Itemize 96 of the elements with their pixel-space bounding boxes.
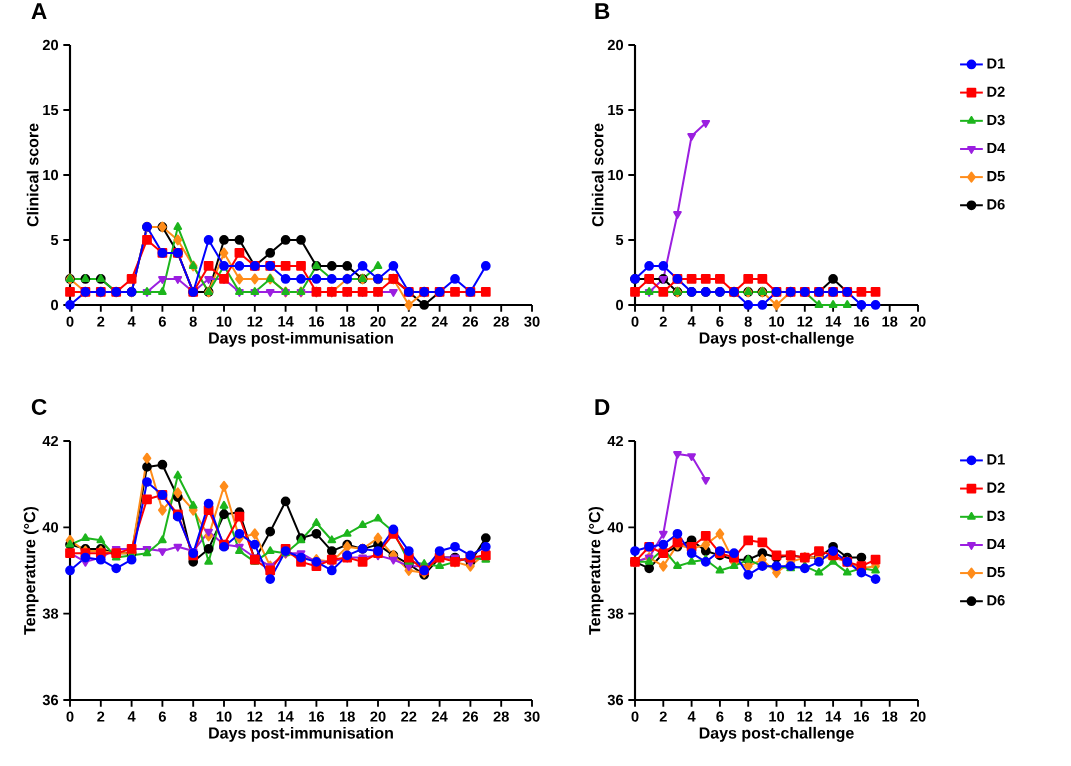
x-tick-label: 20 <box>370 316 386 327</box>
y-tick-label: 0 <box>51 299 59 311</box>
y-tick-label: 0 <box>616 299 624 311</box>
y-axis-title: Clinical score <box>26 123 39 227</box>
x-tick-label: 4 <box>687 711 696 722</box>
y-tick-label: 36 <box>42 694 59 706</box>
y-tick-label: 5 <box>615 234 624 246</box>
legend-label: D2 <box>987 86 1005 97</box>
x-tick-label: 8 <box>744 316 752 327</box>
x-axis-title: Days post-immunisation <box>209 331 393 347</box>
x-tick-label: 6 <box>716 711 724 722</box>
chart-title: C <box>31 398 47 415</box>
x-tick-label: 10 <box>769 316 785 327</box>
x-tick-label: 20 <box>370 711 386 722</box>
x-tick-label: 6 <box>716 316 724 327</box>
legend-label: D5 <box>987 171 1005 182</box>
x-axis-title: Days post-challenge <box>699 726 854 742</box>
x-tick-label: 28 <box>493 711 509 722</box>
y-tick-label: 40 <box>42 522 59 533</box>
x-tick-label: 24 <box>431 316 448 327</box>
x-tick-label: 2 <box>97 711 105 722</box>
x-tick-label: 12 <box>797 711 813 722</box>
x-tick-label: 6 <box>158 711 166 722</box>
legend-label: D4 <box>987 142 1006 154</box>
x-tick-label: 8 <box>189 711 197 722</box>
legend-label: D4 <box>987 538 1006 550</box>
x-tick-label: 22 <box>401 711 417 722</box>
legend-label: D5 <box>987 567 1005 578</box>
legend-label: D1 <box>987 58 1005 69</box>
x-tick-label: 4 <box>127 711 136 722</box>
legend-label: D3 <box>987 510 1005 522</box>
y-tick-label: 10 <box>608 169 624 181</box>
x-tick-label: 18 <box>882 711 898 722</box>
y-tick-label: 42 <box>607 435 624 447</box>
chart-title: B <box>595 3 610 19</box>
legend-label: D2 <box>987 482 1005 493</box>
x-tick-label: 14 <box>825 711 842 722</box>
x-tick-label: 18 <box>882 316 898 327</box>
x-tick-label: 10 <box>216 316 232 327</box>
x-tick-label: 28 <box>493 316 509 327</box>
x-tick-label: 16 <box>854 316 870 327</box>
x-tick-label: 18 <box>339 316 355 327</box>
x-tick-label: 22 <box>401 316 417 327</box>
y-tick-label: 15 <box>608 104 624 116</box>
x-tick-label: 26 <box>462 316 479 327</box>
x-tick-label: 10 <box>769 711 785 722</box>
x-tick-label: 12 <box>247 711 263 722</box>
y-tick-label: 38 <box>607 608 624 619</box>
y-axis-title: Clinical score <box>591 123 604 227</box>
x-tick-label: 20 <box>910 711 926 722</box>
y-tick-label: 36 <box>607 694 624 706</box>
x-tick-label: 0 <box>66 316 74 327</box>
y-tick-label: 42 <box>42 435 59 447</box>
x-axis-title: Days post-immunisation <box>209 726 393 742</box>
x-tick-label: 0 <box>631 711 639 722</box>
x-tick-label: 8 <box>744 711 752 722</box>
legend-label: D6 <box>987 595 1005 606</box>
x-tick-label: 24 <box>431 711 448 722</box>
x-tick-label: 16 <box>309 711 325 722</box>
legend-label: D6 <box>987 199 1005 210</box>
x-tick-label: 2 <box>97 316 105 327</box>
x-tick-label: 14 <box>278 711 294 722</box>
y-tick-label: 20 <box>607 39 624 51</box>
y-axis-title: Temperature (°C) <box>588 506 604 635</box>
x-tick-label: 26 <box>462 711 479 722</box>
x-tick-label: 2 <box>659 711 667 722</box>
x-tick-label: 6 <box>158 316 166 327</box>
x-tick-label: 10 <box>216 711 232 722</box>
x-tick-label: 0 <box>66 711 74 722</box>
y-tick-label: 10 <box>43 169 59 181</box>
y-axis-title: Temperature (°C) <box>23 506 39 635</box>
y-tick-label: 38 <box>42 608 59 619</box>
x-axis-title: Days post-challenge <box>699 331 854 347</box>
x-tick-label: 18 <box>339 711 355 722</box>
x-tick-label: 30 <box>524 316 540 327</box>
x-tick-label: 0 <box>631 316 639 327</box>
x-tick-label: 16 <box>309 316 325 327</box>
legend-label: D1 <box>987 454 1005 465</box>
y-tick-label: 5 <box>50 234 59 246</box>
x-tick-label: 14 <box>278 316 294 327</box>
chart-title: A <box>31 3 47 19</box>
x-tick-label: 16 <box>854 711 870 722</box>
x-tick-label: 4 <box>127 316 136 327</box>
chart-title: D <box>595 399 610 415</box>
x-tick-label: 12 <box>247 316 263 327</box>
x-tick-label: 30 <box>524 711 540 722</box>
x-tick-label: 20 <box>910 316 926 327</box>
y-tick-label: 40 <box>607 522 624 533</box>
x-tick-label: 14 <box>825 316 842 327</box>
x-tick-label: 4 <box>687 316 696 327</box>
x-tick-label: 12 <box>797 316 813 327</box>
y-tick-label: 20 <box>42 39 59 51</box>
y-tick-label: 15 <box>43 104 59 116</box>
x-tick-label: 8 <box>189 316 197 327</box>
x-tick-label: 2 <box>659 316 667 327</box>
legend-label: D3 <box>987 114 1005 126</box>
